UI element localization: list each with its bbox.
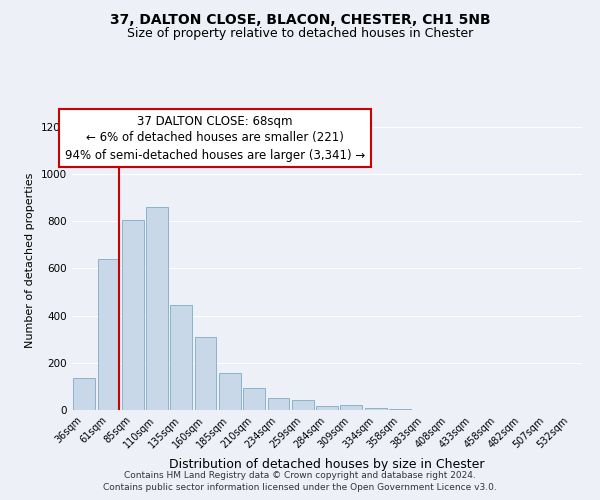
Text: Contains HM Land Registry data © Crown copyright and database right 2024.
Contai: Contains HM Land Registry data © Crown c… — [103, 471, 497, 492]
Bar — [316, 406, 338, 410]
Bar — [219, 372, 241, 410]
X-axis label: Distribution of detached houses by size in Chester: Distribution of detached houses by size … — [169, 458, 485, 471]
Text: 37, DALTON CLOSE, BLACON, CHESTER, CH1 5NB: 37, DALTON CLOSE, BLACON, CHESTER, CH1 5… — [110, 12, 490, 26]
Bar — [73, 378, 95, 410]
Bar — [292, 400, 314, 410]
Bar — [340, 405, 362, 410]
Bar — [243, 388, 265, 410]
Bar — [170, 305, 192, 410]
Bar — [365, 408, 386, 410]
Text: 37 DALTON CLOSE: 68sqm
← 6% of detached houses are smaller (221)
94% of semi-det: 37 DALTON CLOSE: 68sqm ← 6% of detached … — [65, 114, 365, 162]
Bar — [194, 337, 217, 410]
Bar — [146, 207, 168, 410]
Bar — [122, 220, 143, 410]
Y-axis label: Number of detached properties: Number of detached properties — [25, 172, 35, 348]
Text: Size of property relative to detached houses in Chester: Size of property relative to detached ho… — [127, 28, 473, 40]
Bar — [389, 409, 411, 410]
Bar — [268, 398, 289, 410]
Bar — [97, 259, 119, 410]
